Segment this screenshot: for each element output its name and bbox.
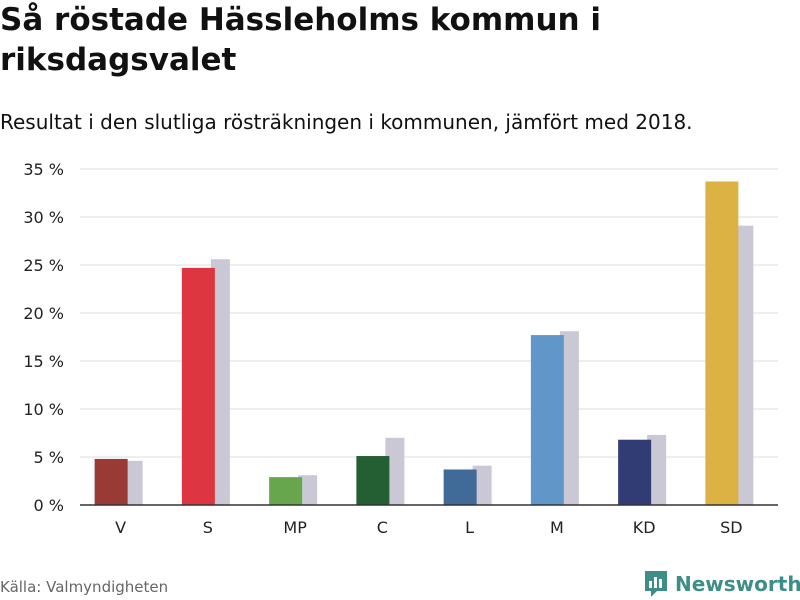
y-tick-label: 20 % — [23, 304, 64, 323]
y-tick-label: 35 % — [23, 160, 64, 179]
bar-2018-s — [210, 259, 230, 505]
newsworthy-logo: Newsworthy — [643, 568, 800, 600]
bar-2022-v — [94, 458, 128, 505]
y-tick-label: 15 % — [23, 352, 64, 371]
x-tick-label: KD — [633, 518, 656, 537]
y-tick-label: 30 % — [23, 208, 64, 227]
bar-2018-mp — [298, 475, 318, 505]
y-tick-label: 10 % — [23, 400, 64, 419]
x-tick-label: L — [465, 518, 474, 537]
newsworthy-logo-text: Newsworthy — [675, 572, 800, 596]
x-tick-label: M — [550, 518, 564, 537]
x-tick-label: S — [203, 518, 213, 537]
bar-2022-m — [530, 335, 564, 505]
bar-2022-kd — [618, 439, 652, 505]
newsworthy-logo-icon — [645, 571, 667, 597]
bar-2022-s — [181, 267, 215, 505]
chart-subtitle: Resultat i den slutliga rösträkningen i … — [0, 110, 693, 134]
source-note: Källa: Valmyndigheten — [0, 578, 169, 596]
x-tick-label: V — [115, 518, 126, 537]
bar-2022-l — [443, 469, 477, 505]
chart-title: Så röstade Hässleholms kommun i riksdags… — [0, 2, 602, 78]
bar-2018-kd — [647, 434, 667, 505]
y-tick-label: 5 % — [34, 448, 64, 467]
bar-2022-sd — [705, 181, 739, 506]
x-tick-label: C — [377, 518, 388, 537]
bar-chart: 0 % 5 % 10 % 15 % 20 % 25 % 30 % 35 % V S MP C L M KD S… — [23, 160, 778, 537]
bar-2018-v — [123, 460, 143, 505]
y-tick-label: 0 % — [34, 496, 64, 515]
bar-2022-mp — [269, 477, 303, 505]
bar-2018-m — [559, 331, 579, 505]
y-tick-label: 25 % — [23, 256, 64, 275]
x-tick-label: SD — [720, 518, 742, 537]
bar-2018-c — [385, 437, 405, 505]
bar-2018-sd — [734, 225, 754, 505]
x-tick-label: MP — [283, 518, 307, 537]
bar-2022-c — [356, 456, 390, 505]
bar-2018-l — [472, 465, 492, 505]
